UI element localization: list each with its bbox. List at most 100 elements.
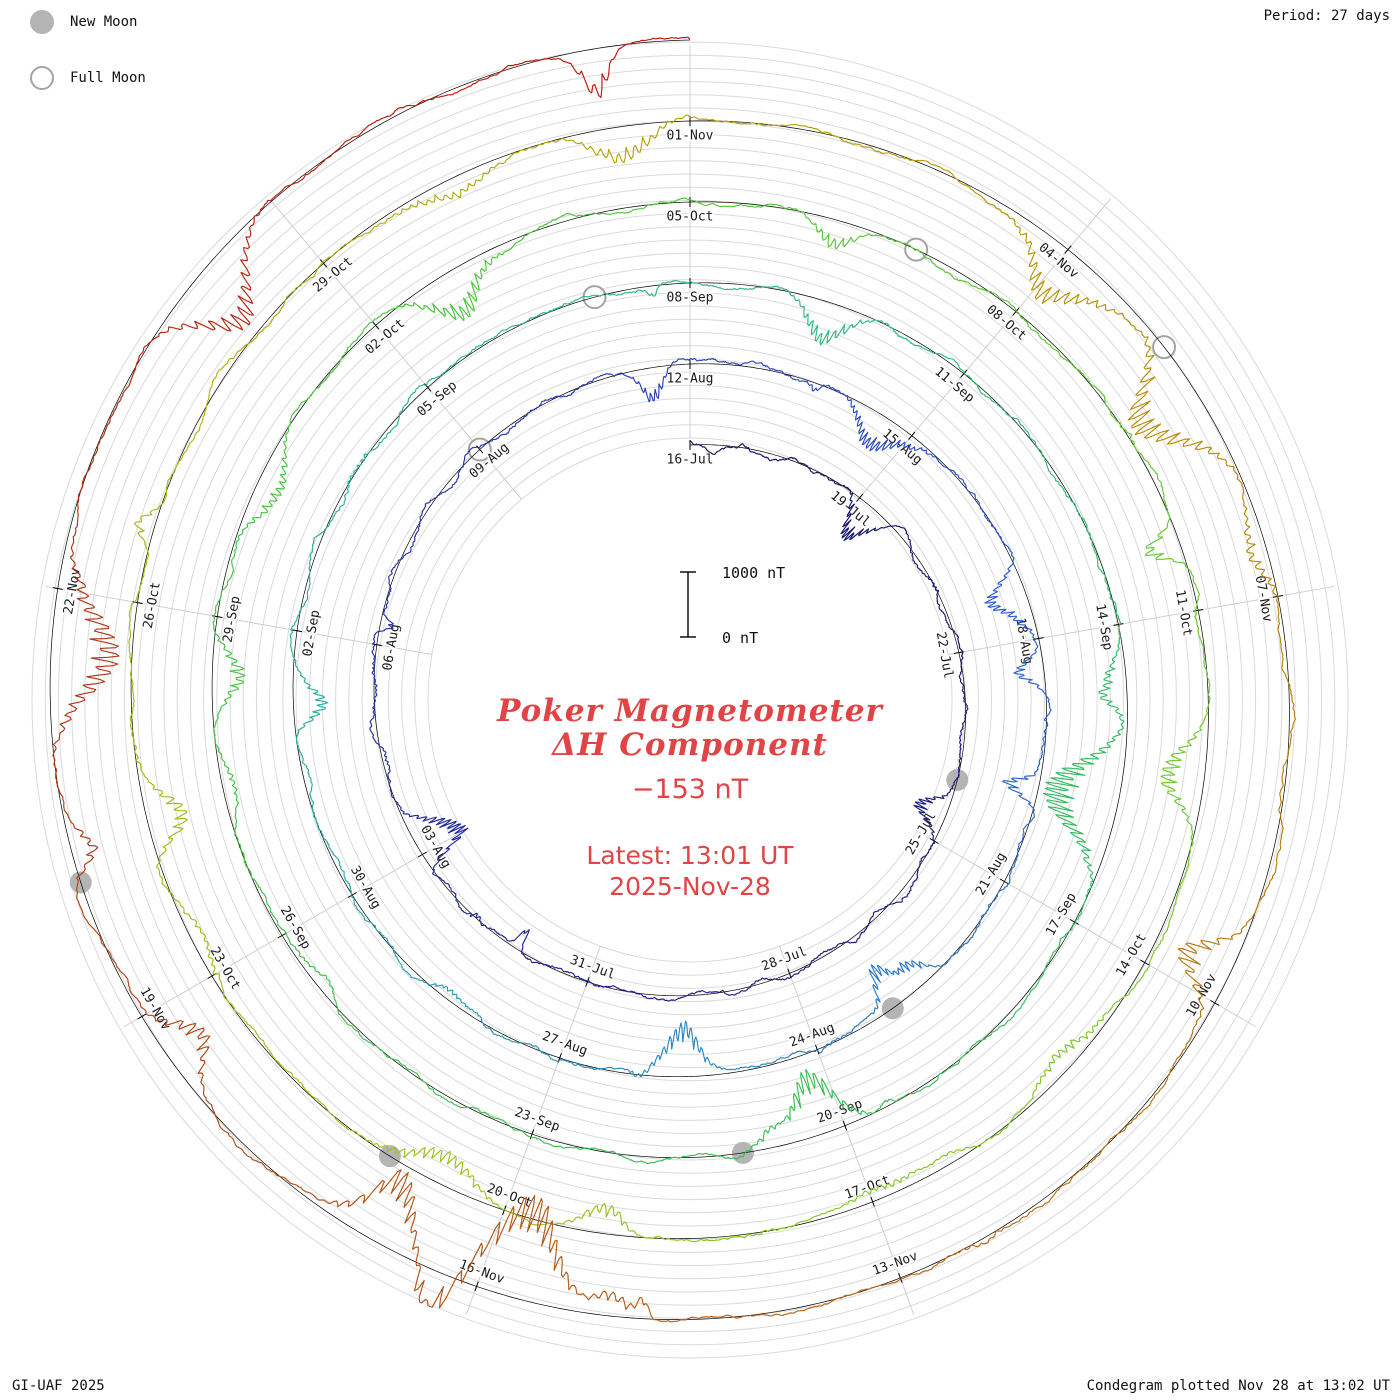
magnetometer-trace-segment [1148,849,1191,966]
date-tick-label: 16-Jul [667,453,714,468]
magnetometer-trace-segment [628,1230,753,1243]
magnetometer-trace-segment [432,1089,532,1138]
magnetometer-trace-segment [230,261,324,360]
date-tick [1113,623,1124,626]
magnetometer-trace-segment [1194,610,1211,731]
magnetometer-trace-segment [1276,596,1296,736]
baseline-spiral [49,39,1290,1320]
date-tick [999,878,1009,885]
date-tick-label: 05-Sep [415,378,461,420]
grid-spoke [916,830,1257,1028]
grid-circle [387,397,993,1003]
magnetometer-trace-segment [790,941,851,978]
magnetometer-trace-segment [1059,965,1151,1053]
magnetometer-trace-segment [213,514,262,617]
magnetometer-trace-segment [290,537,316,630]
magnetometer-trace-segment [347,1023,434,1090]
magnetometer-trace-segment [689,357,770,369]
magnetometer-trace-segment [1047,806,1094,923]
magnetometer-trace-segment [825,131,954,176]
magnetometer-trace-segment [787,289,880,346]
magnetometer-trace-segment [817,973,881,1054]
magnetometer-trace-segment [587,980,656,1000]
magnetometer-trace-segment [689,280,788,291]
date-tick-label: 22-Jul [933,631,956,680]
magnetometer-trace-segment [297,321,373,410]
plotted-timestamp: Condegram plotted Nov 28 at 13:02 UT [1086,1378,1390,1394]
grid-spoke [947,585,1335,655]
scale-top-label: 1000 nT [722,564,785,582]
magnetometer-trace-segment [215,973,294,1077]
magnetometer-trace-segment [369,718,392,790]
date-tick-label: 07-Nov [1252,574,1275,623]
magnetometer-trace-segment [1127,354,1231,467]
magnetometer-trace-segment [732,1049,818,1071]
magnetometer-trace-segment [465,912,530,955]
magnetometer-trace-segment [689,116,826,134]
magnetometer-trace-segment [913,778,957,842]
magnetometer-trace-segment [655,989,724,1002]
magnetometer-trace-segment [372,273,480,323]
magnetometer-trace-segment [1098,624,1125,726]
date-tick [372,321,380,330]
date-tick [842,1120,848,1131]
date-tick [870,1196,875,1207]
date-tick [292,629,303,633]
magnetometer-trace-segment [477,212,575,280]
magnetometer-trace-segment [903,443,971,493]
magnetometer-trace-segment [260,408,299,515]
magnetometer-trace-segment [1230,465,1279,597]
magnetometer-trace-segment [228,1135,365,1208]
magnetometer-trace-segment [914,248,1017,312]
date-tick-label: 08-Sep [667,291,714,306]
magnetometer-trace-segment [1144,494,1200,612]
magnetometer-trace-segment [390,503,427,572]
date-tick [898,1273,903,1283]
magnetometer-trace-segment [1007,800,1035,885]
magnetometer-trace-segment [901,840,936,902]
magnetometer-trace-segment [742,1068,833,1158]
magnetometer-trace-segment [869,1142,983,1195]
magnetometer-trace-segment [314,458,366,539]
magnetometer-trace-segment [371,644,378,720]
magnetometer-trace-segment [636,1152,744,1165]
magnetometer-trace-segment [831,1076,939,1116]
date-tick [1069,919,1080,925]
magnetometer-trace-segment [963,372,1036,444]
date-tick-label: 11-Oct [1172,589,1195,638]
full-moon-icon [30,66,54,90]
magnetometer-trace-segment [689,198,806,217]
date-tick-label: 26-Sep [277,904,314,952]
magnetometer-trace-segment [646,1020,733,1074]
date-tick-label: 05-Oct [667,210,714,225]
credit-label: GI-UAF 2025 [12,1378,105,1394]
magnetometer-trace-segment [1015,310,1103,395]
magnetometer-trace-segment [432,827,469,913]
legend-new-moon: New Moon [30,10,137,34]
magnetometer-trace-segment [689,440,750,456]
magnetometer-trace-segment [879,320,965,374]
magnetometer-trace-segment [1034,443,1088,529]
magnetometer-trace-segment [868,952,958,983]
magnetometer-trace-segment [98,323,184,445]
magnetometer-trace-segment [234,835,287,934]
magnetometer-trace-segment [212,616,246,729]
magnetometer-trace-segment [900,1213,1030,1280]
date-tick-label: 01-Nov [667,129,714,144]
date-tick [277,932,287,939]
magnetometer-trace-segment [213,728,239,836]
date-tick-label: 12-Aug [667,372,714,387]
grid-circle [414,424,966,976]
date-tick-label: 14-Sep [1092,603,1115,652]
period-label: Period: 27 days [1263,8,1390,24]
magnetometer-trace-segment [530,1136,637,1163]
magnetometer-trace-segment [394,1146,505,1211]
magnetometer-trace-segment [593,279,691,297]
magnetometer-trace-segment [956,883,1009,954]
magnetometer-trace-segment [439,140,558,201]
date-tick [1033,637,1044,640]
magnetometer-trace-segment [558,1059,648,1078]
magnetometer-trace-segment [389,789,469,835]
date-tick [132,601,143,604]
